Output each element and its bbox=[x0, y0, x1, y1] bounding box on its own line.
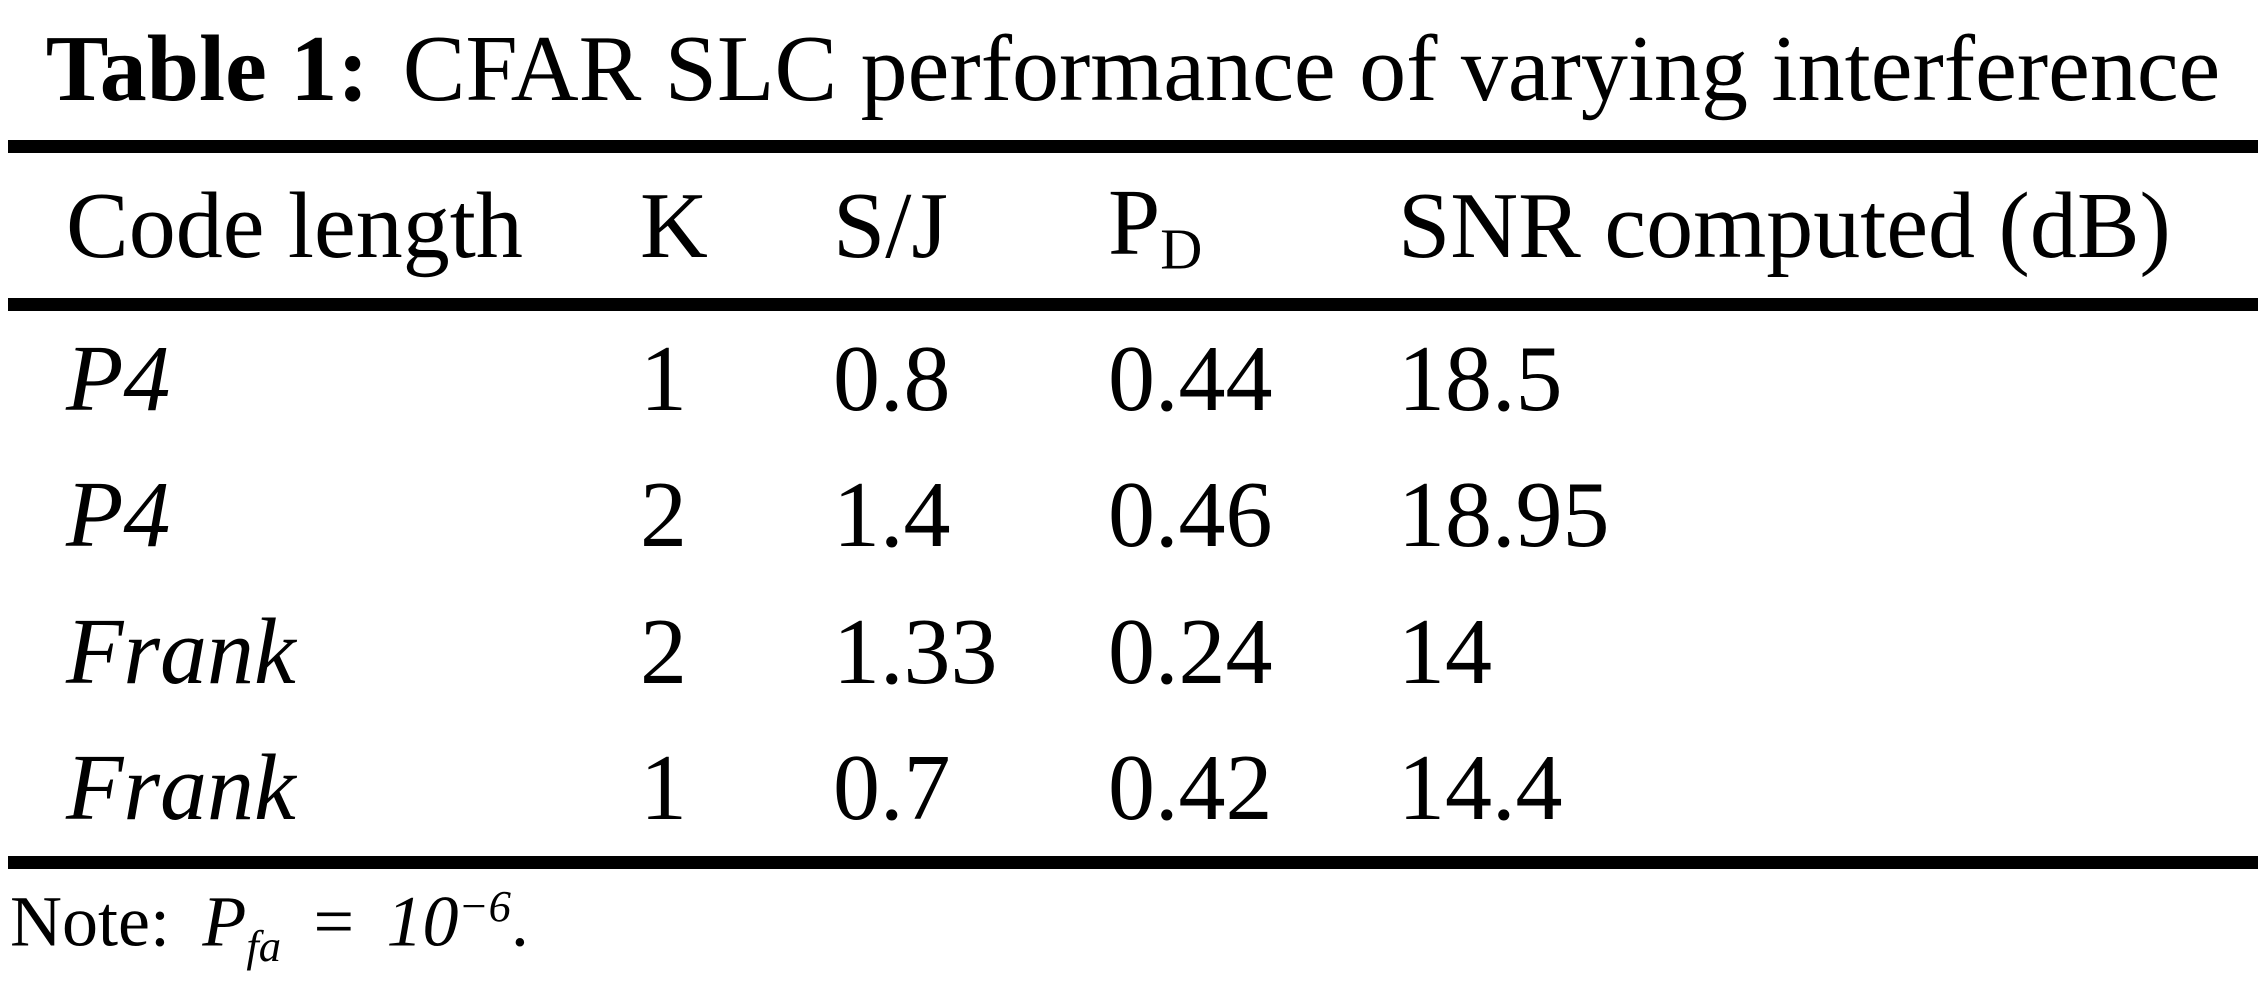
cell-k: 1 bbox=[640, 735, 687, 840]
col-header-code-length: Code length bbox=[66, 173, 523, 278]
note-equals: = bbox=[313, 881, 355, 962]
table-row: P4 2 1.4 0.46 18.95 bbox=[0, 447, 2266, 583]
col-header-k: K bbox=[640, 173, 708, 278]
cell-sj: 1.4 bbox=[833, 463, 951, 568]
table-caption-label: Table 1: bbox=[45, 17, 369, 121]
table-rule-top bbox=[8, 140, 2258, 153]
cell-snr: 18.5 bbox=[1398, 327, 1563, 432]
note-pfa-base: P bbox=[202, 881, 247, 962]
table-rule-header-bottom bbox=[8, 298, 2258, 311]
cell-pd: 0.24 bbox=[1108, 599, 1273, 704]
cell-code-length: Frank bbox=[66, 735, 296, 840]
cell-snr: 18.95 bbox=[1398, 463, 1610, 568]
cell-pd: 0.46 bbox=[1108, 463, 1273, 568]
table-row: Frank 1 0.7 0.42 14.4 bbox=[0, 720, 2266, 856]
cell-sj: 1.33 bbox=[833, 599, 998, 704]
cell-code-length: Frank bbox=[66, 599, 296, 704]
cell-k: 2 bbox=[640, 599, 687, 704]
cell-sj: 0.7 bbox=[833, 735, 951, 840]
col-header-snr: SNR computed (dB) bbox=[1398, 173, 2171, 278]
cell-snr: 14.4 bbox=[1398, 735, 1563, 840]
table-header-row: Code length K S/J PD SNR computed (dB) bbox=[0, 153, 2266, 298]
note-pfa-subscript: fa bbox=[246, 921, 282, 972]
note-value-exponent: −6 bbox=[458, 881, 511, 931]
cell-snr: 14 bbox=[1398, 599, 1492, 704]
cell-k: 2 bbox=[640, 463, 687, 568]
col-header-pd-subscript: D bbox=[1160, 216, 1203, 282]
note-prefix: Note: bbox=[10, 881, 170, 962]
cell-code-length: P4 bbox=[66, 463, 171, 568]
table-row: Frank 2 1.33 0.24 14 bbox=[0, 584, 2266, 720]
cell-k: 1 bbox=[640, 327, 687, 432]
note-value-base: 10 bbox=[386, 881, 459, 962]
cell-pd: 0.42 bbox=[1108, 735, 1273, 840]
col-header-pd-base: P bbox=[1108, 170, 1161, 275]
table-caption: Table 1: CFAR SLC performance of varying … bbox=[0, 0, 2266, 138]
note-period: . bbox=[510, 881, 529, 962]
table-row: P4 1 0.8 0.44 18.5 bbox=[0, 311, 2266, 447]
cell-sj: 0.8 bbox=[833, 327, 951, 432]
table-note: Note: Pfa = 10−6. bbox=[10, 880, 529, 972]
table-body: P4 1 0.8 0.44 18.5 P4 2 1.4 0.46 18.95 F… bbox=[0, 311, 2266, 856]
table-rule-bottom bbox=[8, 856, 2258, 869]
cell-pd: 0.44 bbox=[1108, 327, 1273, 432]
col-header-sj: S/J bbox=[833, 173, 948, 278]
table-caption-text: CFAR SLC performance of varying interfer… bbox=[402, 17, 2221, 121]
col-header-pd: PD bbox=[1108, 169, 1398, 283]
cell-code-length: P4 bbox=[66, 327, 171, 432]
